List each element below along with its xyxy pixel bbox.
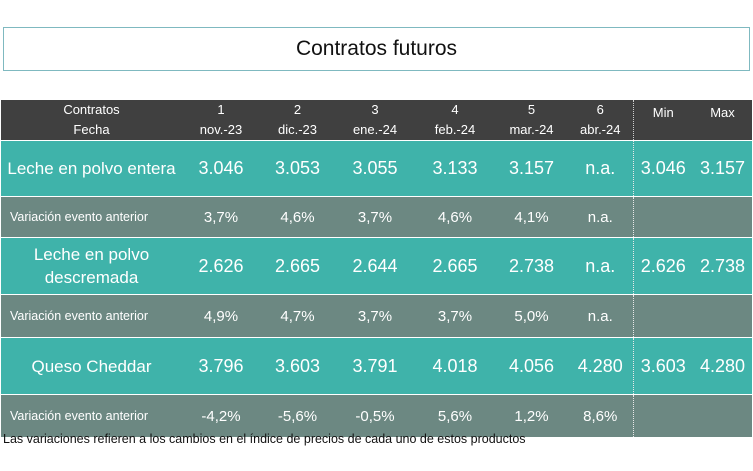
cell-value: 4,6% — [260, 196, 335, 238]
cell-value: 3.053 — [260, 140, 335, 197]
cell-value: n.a. — [568, 196, 633, 238]
cell-value: 2.626 — [182, 237, 260, 295]
cell-value: 2.665 — [415, 237, 495, 295]
cell-min: 3.603 — [632, 337, 693, 395]
cell-value: 2.665 — [260, 237, 335, 295]
page-title: Contratos futuros — [295, 37, 458, 60]
footnote: Las variaciones refieren a los cambios e… — [3, 432, 526, 446]
cell-value: 4.056 — [495, 337, 568, 395]
cell-value: 4,9% — [182, 294, 260, 338]
cell-max — [693, 196, 752, 238]
cell-value: 3.791 — [335, 337, 415, 395]
cell-value: 4,6% — [415, 196, 495, 238]
header-max: Max — [693, 100, 752, 141]
cell-value: -0,5% — [335, 394, 415, 437]
cell-value: -5,6% — [260, 394, 335, 437]
cell-value: 4.018 — [415, 337, 495, 395]
cell-max: 4.280 — [693, 337, 752, 395]
cell-value: 5,6% — [415, 394, 495, 437]
header-row: Contratos Fecha 1 nov.-23 2 dic.-23 3 ene.-2… — [1, 100, 752, 141]
header-contract-1: 1 nov.-23 — [182, 100, 260, 141]
cell-value: 3.157 — [495, 140, 568, 197]
cell-value: 4.280 — [568, 337, 633, 395]
cell-value: 8,6% — [568, 394, 633, 437]
cell-value: 3.603 — [260, 337, 335, 395]
cell-max — [693, 294, 752, 338]
cell-max: 2.738 — [693, 237, 752, 295]
header-contract-5: 5 mar.-24 — [495, 100, 568, 141]
futures-table: Contratos Fecha 1 nov.-23 2 dic.-23 3 ene.-2… — [1, 100, 752, 437]
row-label: Variación evento anterior — [1, 196, 182, 238]
table-row: Leche en polvo descremada 2.626 2.665 2.… — [1, 237, 752, 295]
cell-value: 3.046 — [182, 140, 260, 197]
cell-value: 2.644 — [335, 237, 415, 295]
header-contract-2: 2 dic.-23 — [260, 100, 335, 141]
cell-value: n.a. — [568, 294, 633, 338]
row-label: Leche en polvo descremada — [1, 237, 182, 295]
table-row: Variación evento anterior 4,9% 4,7% 3,7%… — [1, 294, 752, 338]
cell-value: 3.133 — [415, 140, 495, 197]
header-contract-6: 6 abr.-24 — [568, 100, 633, 141]
table-row: Queso Cheddar 3.796 3.603 3.791 4.018 4.… — [1, 337, 752, 395]
row-label: Variación evento anterior — [1, 294, 182, 338]
table-row: Leche en polvo entera 3.046 3.053 3.055 … — [1, 140, 752, 197]
header-contract-4: 4 feb.-24 — [415, 100, 495, 141]
cell-max — [693, 394, 752, 437]
cell-value: 2.738 — [495, 237, 568, 295]
cell-value: 5,0% — [495, 294, 568, 338]
header-contract-3: 3 ene.-24 — [335, 100, 415, 141]
row-label: Leche en polvo entera — [1, 140, 182, 197]
cell-value: -4,2% — [182, 394, 260, 437]
table-row: Variación evento anterior 3,7% 4,6% 3,7%… — [1, 196, 752, 238]
header-min: Min — [632, 100, 693, 141]
header-label: Contratos Fecha — [1, 100, 182, 141]
cell-value: 4,1% — [495, 196, 568, 238]
row-label: Queso Cheddar — [1, 337, 182, 395]
table-row: Variación evento anterior -4,2% -5,6% -0… — [1, 394, 752, 437]
cell-min — [632, 294, 693, 338]
cell-max: 3.157 — [693, 140, 752, 197]
cell-value: 3.055 — [335, 140, 415, 197]
title-box: Contratos futuros — [3, 27, 750, 71]
cell-min: 3.046 — [632, 140, 693, 197]
cell-value: 3,7% — [415, 294, 495, 338]
cell-value: n.a. — [568, 237, 633, 295]
cell-min: 2.626 — [632, 237, 693, 295]
cell-value: 4,7% — [260, 294, 335, 338]
row-label: Variación evento anterior — [1, 394, 182, 437]
cell-value: 3,7% — [335, 294, 415, 338]
cell-value: 3,7% — [182, 196, 260, 238]
cell-min — [632, 394, 693, 437]
cell-value: 3,7% — [335, 196, 415, 238]
cell-value: 1,2% — [495, 394, 568, 437]
cell-min — [632, 196, 693, 238]
cell-value: n.a. — [568, 140, 633, 197]
cell-value: 3.796 — [182, 337, 260, 395]
